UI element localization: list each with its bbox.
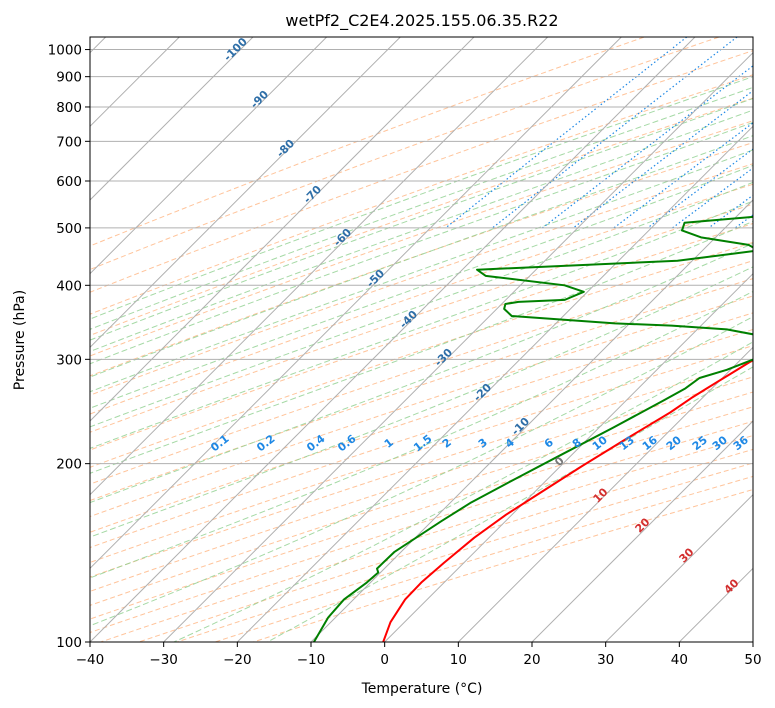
dewpoint-profile-line (313, 215, 753, 642)
dry-adiabat-label: -40 (397, 308, 420, 331)
dry-adiabat-label: -50 (364, 267, 387, 290)
isotherm-line (90, 37, 622, 570)
dry-adiabat-label: -30 (432, 346, 455, 369)
moist-adiabat-line (90, 266, 753, 538)
dry-adiabat-label: -80 (274, 137, 297, 160)
x-tick-label: 0 (380, 652, 389, 668)
adiabat-labels: 0.1 0.2 0.4 0.6 1 1.5 2 3 4 6 8 10 13 16 20 25 30 36-100-… (208, 35, 751, 597)
x-tick-label: −30 (149, 652, 178, 668)
mixing-ratio-line (445, 37, 688, 229)
isotherm-line (90, 37, 254, 201)
dry-adiabat-line (90, 37, 721, 271)
x-axis: −40 −30 −20 −10 0 10 20 30 40 50 (76, 642, 762, 668)
mixing-ratio-label: 3 (476, 436, 490, 451)
y-tick-label: 600 (56, 174, 82, 190)
x-tick-label: 10 (450, 652, 467, 668)
isotherm-line (163, 51, 753, 642)
mixing-ratio-label: 36 (731, 433, 751, 453)
isotherm-line (384, 272, 753, 642)
x-tick-label: −40 (76, 652, 105, 668)
x-tick-label: 30 (597, 652, 614, 668)
moist-adiabat-label: 20 (633, 515, 653, 535)
dry-adiabat-label: -90 (248, 88, 271, 111)
dry-adiabat-line (251, 489, 753, 642)
isotherm-line (678, 567, 753, 642)
mixing-ratio-label: 2 (440, 436, 454, 451)
y-tick-label: 200 (56, 457, 82, 473)
mixing-ratio-line (613, 122, 753, 229)
dry-adiabat-line (90, 163, 753, 396)
moist-adiabat-line (90, 181, 753, 428)
moist-adiabat-line (90, 316, 753, 627)
dry-adiabat-line (90, 37, 646, 247)
temperature-profile-line (382, 358, 753, 642)
mixing-ratio-label: 16 (640, 433, 660, 453)
moist-adiabat-line (90, 164, 753, 409)
moist-adiabat-label: 40 (722, 576, 742, 596)
y-tick-label: 700 (56, 134, 82, 150)
mixing-ratio-label: 6 (542, 436, 556, 451)
moist-adiabat-line (90, 97, 753, 341)
profile-lines (313, 215, 753, 642)
y-tick-label: 400 (56, 278, 82, 294)
y-tick-label: 900 (56, 70, 82, 86)
y-tick-label: 300 (56, 352, 82, 368)
isotherm-line (90, 37, 696, 642)
x-tick-label: 20 (523, 652, 540, 668)
x-tick-label: 40 (671, 652, 688, 668)
moist-adiabat-label: 30 (677, 545, 697, 565)
isotherm-line (457, 346, 753, 642)
background-lines (90, 37, 753, 642)
mixing-ratio-line (672, 167, 753, 229)
moist-adiabat-line (90, 135, 753, 378)
moist-adiabat-line (90, 121, 753, 365)
y-tick-label: 500 (56, 221, 82, 237)
isotherm-line (531, 420, 753, 642)
isotherm-line (236, 125, 753, 642)
moist-adiabat-line (90, 242, 753, 504)
dry-adiabat-label: -10 (509, 415, 532, 438)
y-tick-label: 100 (56, 635, 82, 651)
dry-adiabat-line (90, 120, 753, 357)
mixing-ratio-line (542, 65, 753, 229)
x-tick-label: −10 (297, 652, 326, 668)
dry-adiabat-label: -60 (331, 226, 354, 249)
isotherm-line (90, 37, 401, 349)
moist-adiabat-line (90, 220, 753, 474)
isotherm-line (90, 37, 475, 422)
dry-adiabat-line (175, 462, 753, 642)
x-tick-label: 50 (744, 652, 761, 668)
y-axis-label: Pressure (hPa) (12, 290, 28, 390)
mixing-ratio-label: 30 (710, 433, 730, 453)
y-tick-label: 1000 (48, 43, 82, 59)
x-tick-label: −20 (223, 652, 252, 668)
moist-adiabat-line (266, 366, 753, 642)
mixing-ratio-line (492, 37, 739, 229)
y-tick-label: 800 (56, 100, 82, 116)
x-axis-label: Temperature (°C) (361, 681, 483, 697)
isotherm-line (752, 641, 753, 642)
mixing-ratio-label: 25 (690, 433, 710, 453)
dry-adiabat-line (90, 420, 753, 634)
isotherm-line (90, 37, 549, 496)
plot-frame (89, 36, 754, 643)
mixing-ratio-label: 20 (664, 433, 684, 453)
y-axis: 100 200 300 400 500 600 700 800 900 1000 (48, 43, 90, 651)
isotherm-line (90, 37, 328, 275)
moist-adiabat-line (90, 109, 753, 353)
moist-adiabat-line (90, 76, 753, 320)
mixing-ratio-label: 0.4 (304, 432, 328, 454)
moist-adiabat-line (90, 290, 753, 579)
mixing-ratio-label: 1.5 (411, 432, 434, 454)
moist-adiabat-label: 10 (591, 485, 611, 505)
mixing-ratio-line (734, 214, 753, 229)
chart-title: wetPf2_C2E4.2025.155.06.35.R22 (285, 11, 558, 31)
moist-adiabat-line (172, 341, 753, 642)
isotherm-line (605, 493, 753, 642)
